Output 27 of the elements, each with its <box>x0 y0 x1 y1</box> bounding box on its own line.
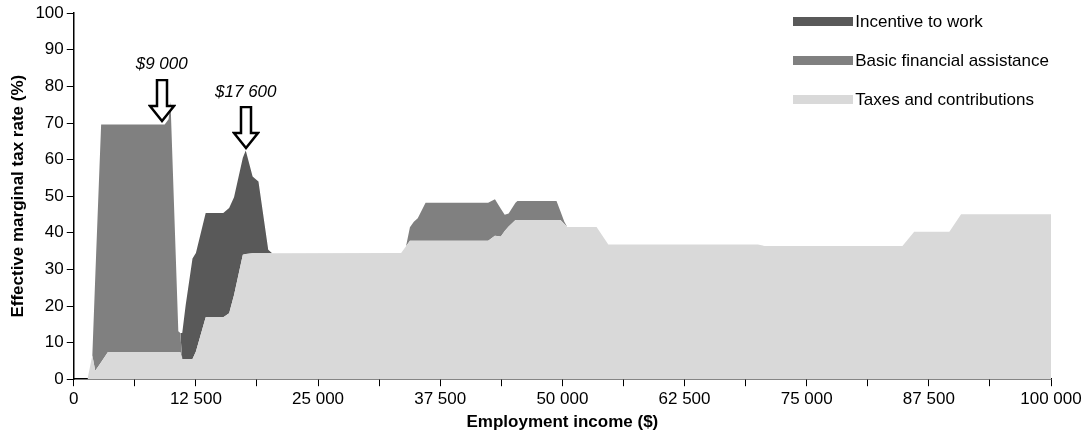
y-tick-label: 30 <box>44 259 64 279</box>
y-tick-label: 40 <box>44 222 64 242</box>
annotation: $9 000 <box>134 54 189 74</box>
x-tick-label: 0 <box>69 389 79 409</box>
x-tick-label: 50 000 <box>536 389 589 409</box>
y-tick-label: 10 <box>44 332 64 352</box>
legend-label: Basic financial assistance <box>855 50 1049 71</box>
x-tick-label: 100 000 <box>1020 389 1082 409</box>
y-tick-label: 70 <box>44 112 64 132</box>
y-tick-label: 100 <box>35 2 64 22</box>
x-axis-title: Employment income ($) <box>466 412 659 432</box>
legend-label: Taxes and contributions <box>855 89 1034 110</box>
y-tick-label: 50 <box>44 185 64 205</box>
x-tick-label: 37 500 <box>414 389 467 409</box>
y-axis-title: Effective marginal tax rate (%) <box>7 74 27 318</box>
x-tick-label: 87 500 <box>902 389 955 409</box>
y-tick-label: 90 <box>44 39 64 59</box>
y-tick-label: 0 <box>54 368 64 388</box>
x-tick-label: 12 500 <box>169 389 222 409</box>
y-tick-label: 60 <box>44 149 64 169</box>
legend-label: Incentive to work <box>855 11 983 32</box>
x-tick-label: 25 000 <box>292 389 345 409</box>
annotation: $17 600 <box>214 81 278 101</box>
y-tick-label: 20 <box>44 295 64 315</box>
y-tick-label: 80 <box>44 76 64 96</box>
x-tick-label: 62 500 <box>658 389 711 409</box>
x-tick-label: 75 000 <box>780 389 833 409</box>
